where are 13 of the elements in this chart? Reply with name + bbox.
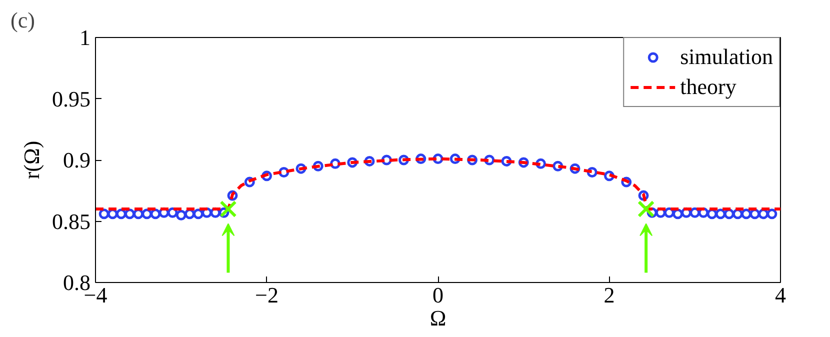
y-tick-label: 0.9: [63, 148, 90, 172]
y-tick-label: 0.85: [52, 208, 90, 234]
x-axis-title: Ω: [430, 306, 446, 330]
y-tick-label: 1: [80, 25, 90, 50]
y-axis-title: r(Ω): [19, 140, 44, 180]
text: (c): [10, 8, 35, 32]
y-tick-label: 0.95: [52, 86, 90, 112]
x-tick-label: 4: [775, 282, 786, 308]
legend-label: simulation: [680, 44, 773, 70]
x-tick-label: 2: [604, 282, 615, 308]
legend-label: theory: [680, 74, 736, 100]
x-tick-label: 0: [432, 282, 444, 308]
x-tick-label: −2: [255, 282, 278, 308]
